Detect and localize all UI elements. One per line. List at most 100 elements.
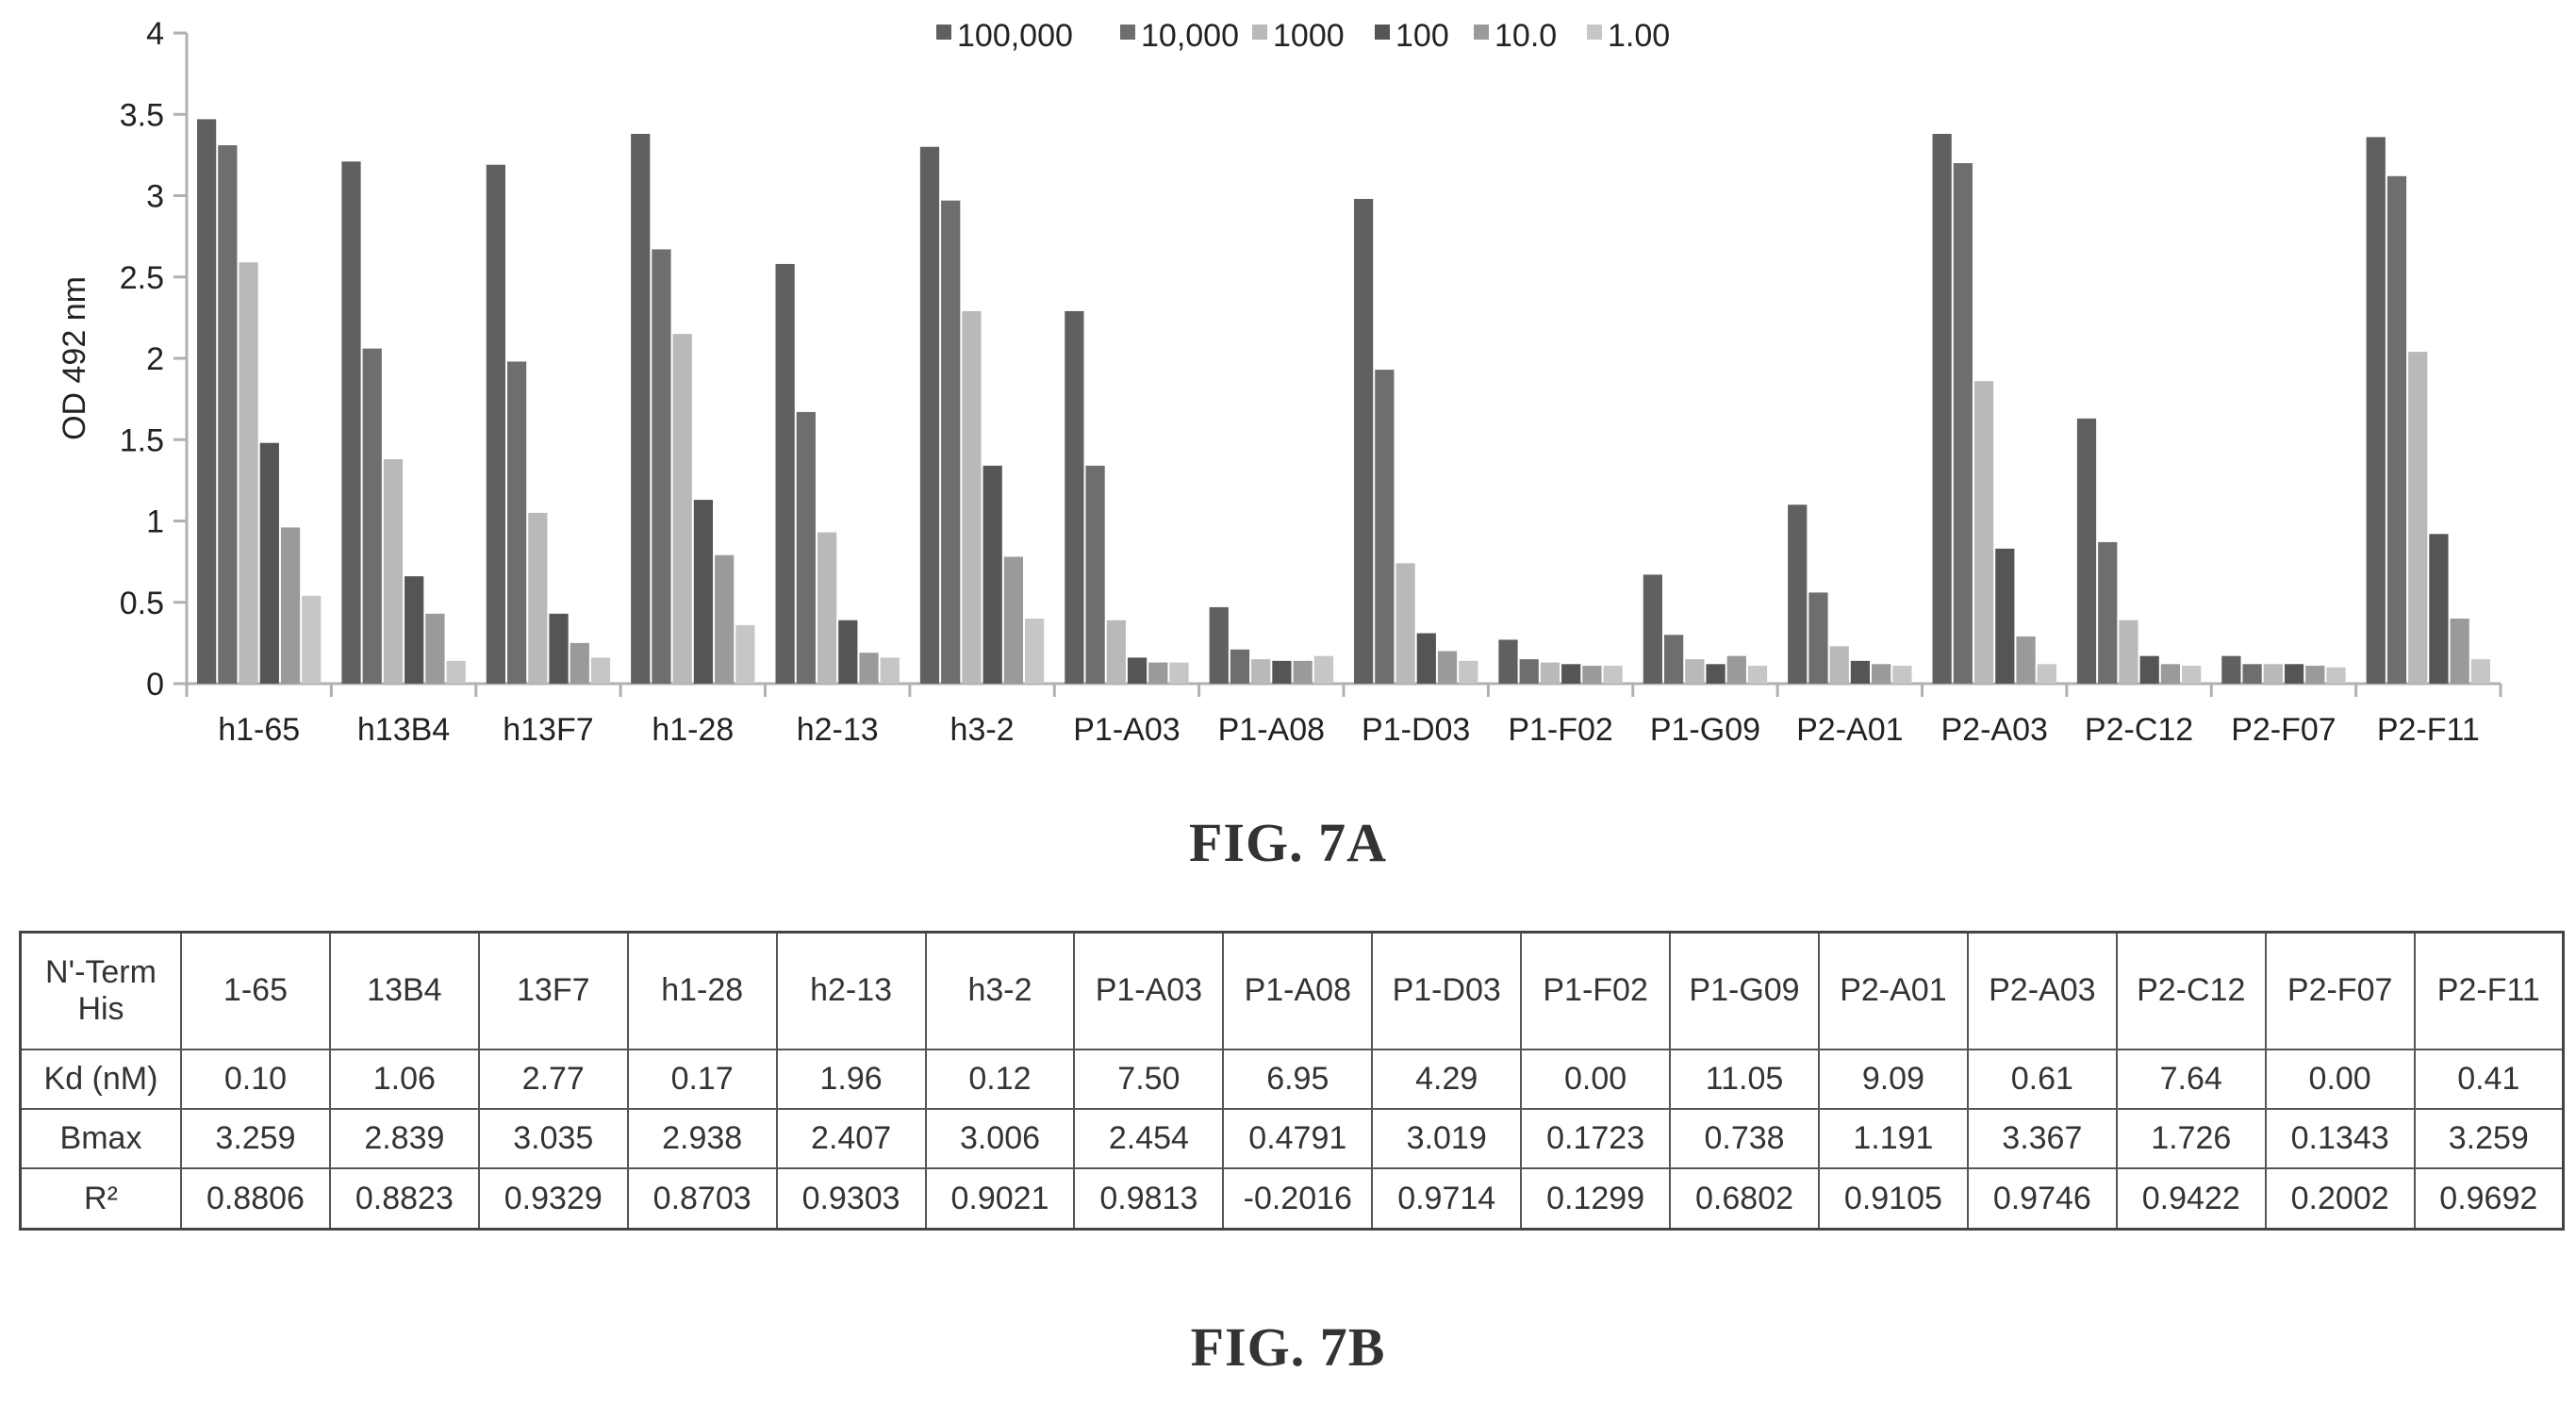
table-cell: 3.259 <box>2413 1108 2565 1170</box>
bar-P1-G09-100 <box>1706 664 1726 684</box>
bar-P1-A08-1.00 <box>1313 655 1333 684</box>
x-tick-label: h1-28 <box>652 712 734 748</box>
table-cell: 0.9422 <box>2115 1167 2267 1231</box>
table-row: R² 0.8806 0.8823 0.9329 0.8703 0.9303 0.9021 0.… <box>19 1167 2565 1231</box>
bar-P2-C12-10.0 <box>2160 664 2181 684</box>
table-cell: 3.259 <box>180 1108 331 1170</box>
bar-h1-65-100,000 <box>197 119 217 685</box>
table-cell: 0.00 <box>2264 1048 2416 1111</box>
x-tick-label: P1-A08 <box>1218 712 1325 748</box>
legend-swatch <box>1252 25 1267 40</box>
table-column-header: P1-A08 <box>1222 931 1374 1050</box>
table-column-header: P1-G09 <box>1669 931 1820 1050</box>
bar-P2-F07-1.00 <box>2326 667 2346 684</box>
x-tick-label: P2-F07 <box>2231 712 2337 748</box>
bar-P2-A03-10,000 <box>1953 163 1973 684</box>
bar-h1-65-1.00 <box>302 595 322 684</box>
figure-b-caption: FIG. 7B <box>1190 1316 1386 1378</box>
table-column-header: 13B4 <box>328 931 480 1050</box>
bar-P2-A03-1.00 <box>2037 664 2056 684</box>
bar-h1-28-1000 <box>672 334 692 684</box>
table-cell: 0.8806 <box>180 1167 331 1231</box>
bar-P2-F11-1.00 <box>2470 659 2490 684</box>
table-cell: 0.8703 <box>626 1167 778 1231</box>
bar-chart: 0 0.5 1 1.5 2 2.5 3 3.5 4 OD 492 nm h1-65 h13B4 h13F… <box>57 16 2502 748</box>
table-column-header: P2-A03 <box>1966 931 2118 1050</box>
table-cell: 11.05 <box>1669 1048 1820 1111</box>
table-cell: 3.367 <box>1966 1108 2118 1170</box>
bar-P1-F02-10.0 <box>1582 666 1602 684</box>
table-cell: 1.06 <box>328 1048 480 1111</box>
table-cell: 1.96 <box>775 1048 927 1111</box>
x-tick-label: h1-65 <box>218 712 300 748</box>
table-cell: 7.64 <box>2115 1048 2267 1111</box>
table-row-label: Bmax <box>19 1108 182 1170</box>
bar-h3-2-10,000 <box>941 200 961 685</box>
x-tick-label: h3-2 <box>950 712 1015 748</box>
bar-P2-F11-100,000 <box>2366 137 2386 684</box>
table-cell: 3.006 <box>924 1108 1076 1170</box>
legend-swatch <box>1587 25 1602 40</box>
table-column-header: h2-13 <box>775 931 927 1050</box>
bar-P2-A01-100,000 <box>1788 504 1808 684</box>
table-cell: 0.41 <box>2413 1048 2565 1111</box>
bar-h1-28-1.00 <box>735 624 755 684</box>
table-cell: 0.9105 <box>1817 1167 1969 1231</box>
table-cell: 0.738 <box>1669 1108 1820 1170</box>
table-cell: -0.2016 <box>1222 1167 1374 1231</box>
table-header-row: N'-Term His 1-65 13B4 13F7 h1-28 h2-13 h3-2 P1-… <box>19 931 2565 1050</box>
table-column-header: 1-65 <box>180 931 331 1050</box>
bar-h2-13-10.0 <box>859 653 879 684</box>
table-cell: 0.10 <box>180 1048 331 1111</box>
table-row-header: N'-Term His <box>19 931 182 1050</box>
legend-swatch <box>1375 25 1390 40</box>
bar-h3-2-1000 <box>962 310 982 684</box>
table-column-header: h1-28 <box>626 931 778 1050</box>
table-cell: 0.12 <box>924 1048 1076 1111</box>
bar-h1-28-100,000 <box>631 133 651 684</box>
bar-h1-65-100 <box>259 442 279 684</box>
table-cell: 0.9021 <box>924 1167 1076 1231</box>
table-cell: 0.17 <box>626 1048 778 1111</box>
bar-h13F7-100,000 <box>486 164 505 685</box>
bar-P1-F02-10,000 <box>1519 659 1539 684</box>
bar-P2-F11-10,000 <box>2386 175 2407 685</box>
legend-swatch <box>1120 25 1135 40</box>
legend-label: 1000 <box>1273 18 1345 54</box>
bar-P2-F11-1000 <box>2408 352 2428 684</box>
x-tick-label: P1-A03 <box>1073 712 1180 748</box>
bar-P2-C12-1000 <box>2119 620 2138 684</box>
bar-P2-F07-100 <box>2284 664 2304 684</box>
table-row-label: R² <box>19 1167 182 1231</box>
bar-P2-A03-100,000 <box>1932 133 1952 684</box>
bar-P2-F11-10.0 <box>2450 619 2469 684</box>
table-column-header: P1-D03 <box>1371 931 1523 1050</box>
bar-h1-65-10,000 <box>218 145 238 684</box>
table-column-header: 13F7 <box>477 931 629 1050</box>
bar-P2-A03-1000 <box>1973 381 1994 684</box>
table-cell: 3.035 <box>477 1108 629 1170</box>
y-tick-label: 2.5 <box>120 260 164 296</box>
bar-P1-G09-10.0 <box>1726 655 1746 684</box>
bar-P2-F07-100,000 <box>2221 655 2241 684</box>
y-tick-label: 1 <box>146 504 164 540</box>
bar-P2-A03-100 <box>1995 548 2015 684</box>
bar-P2-A01-10,000 <box>1808 592 1828 684</box>
table-row-label: Kd (nM) <box>19 1048 182 1111</box>
bar-h13B4-1000 <box>383 458 404 684</box>
bar-P1-A03-10,000 <box>1085 465 1105 684</box>
bar-P1-A03-100,000 <box>1065 310 1084 684</box>
bar-h1-28-10.0 <box>715 554 735 684</box>
bar-h1-28-100 <box>693 500 714 684</box>
table-cell: 0.9813 <box>1073 1167 1225 1231</box>
bar-P1-F02-1.00 <box>1603 666 1623 684</box>
y-tick-label: 3 <box>146 179 164 215</box>
bar-P2-A03-10.0 <box>2016 636 2036 684</box>
x-tick-label: h2-13 <box>797 712 879 748</box>
bar-h13F7-10.0 <box>570 642 589 684</box>
bar-P1-A03-1000 <box>1106 620 1126 684</box>
bar-P2-C12-1.00 <box>2182 666 2202 684</box>
bar-h2-13-10,000 <box>796 411 816 684</box>
table-row: Kd (nM) 0.10 1.06 2.77 0.17 1.96 0.12 7.50 6.95 4… <box>19 1048 2565 1111</box>
bar-P1-D03-10.0 <box>1437 651 1458 684</box>
